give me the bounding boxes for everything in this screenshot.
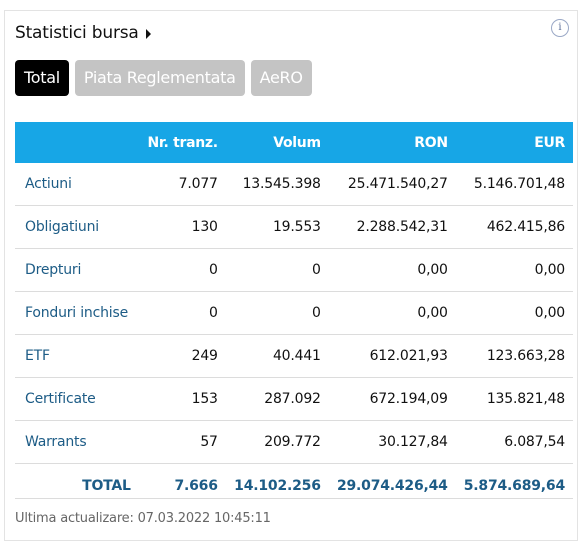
total-row: TOTAL 7.666 14.102.256 29.074.426,44 5.8… [15,464,573,508]
cell-volum: 13.545.398 [225,163,329,206]
total-eur: 5.874.689,64 [463,477,565,494]
cell-nr-tranz: 0 [138,291,226,335]
cell-eur: 462.415,86 [455,205,573,249]
cell-nr-tranz: 0 [138,248,226,292]
cell-ron: 0,00 [328,248,456,292]
tab-aero[interactable]: AeRO [250,60,312,96]
statistici-bursa-widget: Statistici bursa i Total Piata Reglement… [4,10,578,541]
cell-ron: 30.127,84 [328,420,456,464]
cell-eur: 0,00 [455,291,573,335]
cell-nr-tranz: 7.077 [138,163,226,206]
cell-ron: 2.288.542,31 [328,205,456,249]
column-header-ron: RON [328,122,456,163]
cell-volum: 0 [225,291,329,335]
widget-header[interactable]: Statistici bursa [15,21,151,45]
row-name-link[interactable]: Actiuni [15,163,139,206]
tab-bar: Total Piata Reglementata AeRO [15,60,312,96]
cell-nr-tranz: 153 [138,377,226,421]
cell-eur: 5.146.701,48 [455,163,573,206]
row-name-link[interactable]: ETF [15,334,139,378]
row-name-link[interactable]: Drepturi [15,248,139,292]
table-row: Fonduri inchise 0 0 0,00 0,00 [15,291,573,335]
cell-volum: 19.553 [225,205,329,249]
cell-ron: 25.471.540,27 [328,163,456,206]
total-ron: 29.074.426,44 [336,477,448,494]
cell-ron: 612.021,93 [328,334,456,378]
total-volum: 14.102.256 [234,477,321,494]
widget-title[interactable]: Statistici bursa [15,23,139,43]
table-row: Certificate 153 287.092 672.194,09 135.821,4… [15,377,573,421]
cell-eur: 6.087,54 [455,420,573,464]
table-row: Warrants 57 209.772 30.127,84 6.087,54 [15,420,573,464]
info-icon[interactable]: i [551,19,569,37]
caret-right-icon[interactable] [145,28,151,39]
row-name-link[interactable]: Fonduri inchise [15,291,139,335]
cell-eur: 0,00 [455,248,573,292]
cell-ron: 0,00 [328,291,456,335]
statistics-table: Nr. tranz. Volum RON EUR Actiuni 7.077 13.… [15,122,573,507]
footer-divider [15,498,573,499]
table-row: Drepturi 0 0 0,00 0,00 [15,248,573,292]
column-header-nr-tranz: Nr. tranz. [138,122,226,163]
row-name-link[interactable]: Warrants [15,420,139,464]
cell-ron: 672.194,09 [328,377,456,421]
cell-eur: 123.663,28 [455,334,573,378]
cell-volum: 40.441 [225,334,329,378]
tab-total[interactable]: Total [15,60,69,96]
table-row: Obligatiuni 130 19.553 2.288.542,31 462.415,… [15,205,573,249]
column-header-eur: EUR [455,122,573,163]
last-update-text: Ultima actualizare: 07.03.2022 10:45:11 [15,511,271,526]
total-nr-tranz: 7.666 [174,477,218,494]
cell-eur: 135.821,48 [455,377,573,421]
tab-piata-reglementata[interactable]: Piata Reglementata [74,60,245,96]
cell-nr-tranz: 130 [138,205,226,249]
column-header [15,122,139,163]
table-row: Actiuni 7.077 13.545.398 25.471.540,27 5.146… [15,163,573,206]
table-row: ETF 249 40.441 612.021,93 123.663,28 [15,334,573,378]
row-name-link[interactable]: Certificate [15,377,139,421]
cell-volum: 287.092 [225,377,329,421]
row-name-link[interactable]: Obligatiuni [15,205,139,249]
cell-volum: 209.772 [225,420,329,464]
total-label: TOTAL [82,477,131,494]
cell-nr-tranz: 249 [138,334,226,378]
table-header-row: Nr. tranz. Volum RON EUR [15,122,573,163]
cell-volum: 0 [225,248,329,292]
cell-nr-tranz: 57 [138,420,226,464]
column-header-volum: Volum [225,122,329,163]
